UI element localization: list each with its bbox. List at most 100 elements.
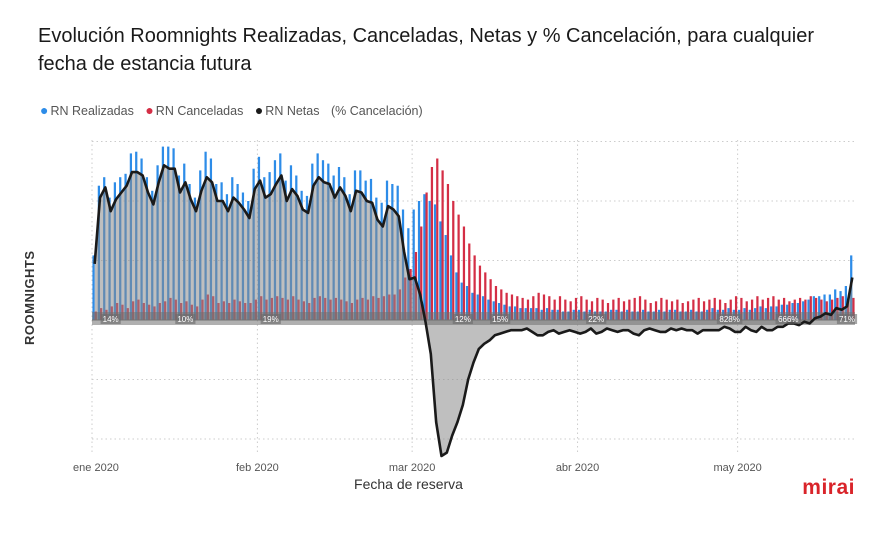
- bar-canceladas: [702, 301, 706, 320]
- bar-canceladas: [729, 299, 732, 320]
- bar-canceladas: [825, 301, 828, 320]
- bar-realizadas: [834, 289, 837, 320]
- legend-item-netas[interactable]: ● RN Netas: [254, 102, 320, 118]
- series-line-netas: [93, 164, 854, 458]
- bar-canceladas: [804, 299, 807, 320]
- bar-canceladas: [505, 292, 508, 320]
- bar-realizadas: [812, 296, 815, 320]
- area-netas: [94, 165, 853, 457]
- bar-canceladas: [521, 297, 524, 320]
- bar-canceladas: [761, 299, 764, 320]
- bar-realizadas: [823, 294, 826, 320]
- bar-canceladas: [809, 296, 812, 320]
- data-label-bg: [836, 314, 858, 324]
- bar-canceladas: [564, 299, 567, 320]
- bar-realizadas: [465, 286, 469, 320]
- bar-canceladas: [793, 299, 796, 320]
- bar-canceladas: [622, 301, 626, 320]
- bar-realizadas: [476, 294, 479, 320]
- bar-canceladas: [692, 299, 695, 320]
- bar-realizadas: [791, 303, 794, 320]
- bar-canceladas: [665, 299, 668, 320]
- bar-realizadas: [802, 301, 805, 320]
- bar-realizadas: [844, 286, 847, 320]
- data-label-cancelacion: 666%: [778, 315, 798, 324]
- bar-canceladas: [617, 297, 620, 320]
- legend-item-cancelacion[interactable]: (% Cancelación): [331, 104, 423, 118]
- data-label-bg: [260, 314, 281, 324]
- bar-realizadas: [428, 201, 431, 320]
- legend-label-canceladas: RN Canceladas: [155, 104, 244, 118]
- data-label-cancelacion: 14%: [103, 315, 119, 324]
- bar-canceladas: [526, 299, 530, 320]
- bar-realizadas: [439, 221, 442, 320]
- data-label-bg: [100, 314, 121, 324]
- x-tick-label: feb 2020: [236, 462, 279, 474]
- bar-canceladas: [580, 296, 583, 320]
- bar-canceladas: [537, 292, 540, 320]
- data-label-bg: [175, 314, 196, 324]
- bar-realizadas: [471, 292, 474, 320]
- bar-canceladas: [489, 279, 492, 320]
- x-tick-label: abr 2020: [556, 462, 599, 474]
- bar-canceladas: [606, 303, 610, 320]
- bar-canceladas: [820, 299, 823, 320]
- bar-realizadas: [417, 201, 421, 320]
- bar-realizadas: [444, 235, 447, 320]
- bar-realizadas: [828, 294, 831, 320]
- bar-canceladas: [638, 296, 642, 320]
- bar-realizadas: [492, 301, 495, 320]
- bar-canceladas: [777, 299, 780, 320]
- bar-canceladas: [782, 297, 786, 320]
- chart-title: Evolución Roomnights Realizadas, Cancela…: [38, 25, 814, 75]
- data-label-cancelacion: 828%: [719, 315, 739, 324]
- legend-item-realizadas[interactable]: ● RN Realizadas: [40, 102, 134, 118]
- bar-canceladas: [468, 243, 471, 320]
- bar-canceladas: [654, 301, 658, 320]
- bar-canceladas: [788, 301, 791, 320]
- bar-canceladas: [745, 301, 748, 320]
- bar-canceladas: [798, 297, 802, 320]
- data-label-cancelacion: 19%: [263, 315, 279, 324]
- bar-canceladas: [766, 297, 770, 320]
- bar-realizadas: [481, 296, 485, 320]
- bar-canceladas: [713, 297, 716, 320]
- bar-canceladas: [446, 184, 450, 320]
- bar-canceladas: [750, 299, 754, 320]
- bar-canceladas: [494, 286, 498, 320]
- bar-canceladas: [756, 296, 759, 320]
- bar-realizadas: [423, 194, 426, 320]
- bar-canceladas: [590, 301, 594, 320]
- bar-canceladas: [452, 201, 455, 320]
- bar-canceladas: [734, 296, 738, 320]
- bar-canceladas: [708, 299, 711, 320]
- bar-canceladas: [686, 301, 690, 320]
- legend-item-canceladas[interactable]: ● RN Canceladas: [145, 102, 244, 118]
- bar-canceladas: [542, 294, 546, 320]
- bar-canceladas: [670, 301, 674, 320]
- legend-label-cancelacion: (% Cancelación): [330, 104, 423, 118]
- bar-canceladas: [569, 301, 572, 320]
- bar-canceladas: [548, 296, 551, 320]
- bar-canceladas: [510, 294, 514, 320]
- bar-canceladas: [724, 303, 727, 320]
- legend-label-realizadas: RN Realizadas: [50, 104, 134, 118]
- data-label-cancelacion: 71%: [839, 315, 855, 324]
- data-label-bg: [490, 314, 511, 324]
- data-label-cancelacion: 15%: [492, 315, 508, 324]
- x-tick-label: mar 2020: [389, 462, 435, 474]
- bar-canceladas: [612, 299, 615, 320]
- bar-canceladas: [740, 297, 743, 320]
- bar-canceladas: [628, 299, 631, 320]
- data-label-bg: [452, 314, 473, 324]
- bar-canceladas: [478, 265, 482, 320]
- bar-canceladas: [718, 299, 722, 320]
- bar-canceladas: [660, 297, 663, 320]
- chart-legend: ● RN Realizadas ● RN Canceladas ● RN Netas …: [40, 102, 431, 118]
- cancellation-band: [92, 312, 855, 325]
- bar-realizadas: [796, 303, 799, 320]
- bar-realizadas: [487, 299, 490, 320]
- bar-canceladas: [436, 158, 439, 320]
- bar-realizadas: [449, 255, 453, 320]
